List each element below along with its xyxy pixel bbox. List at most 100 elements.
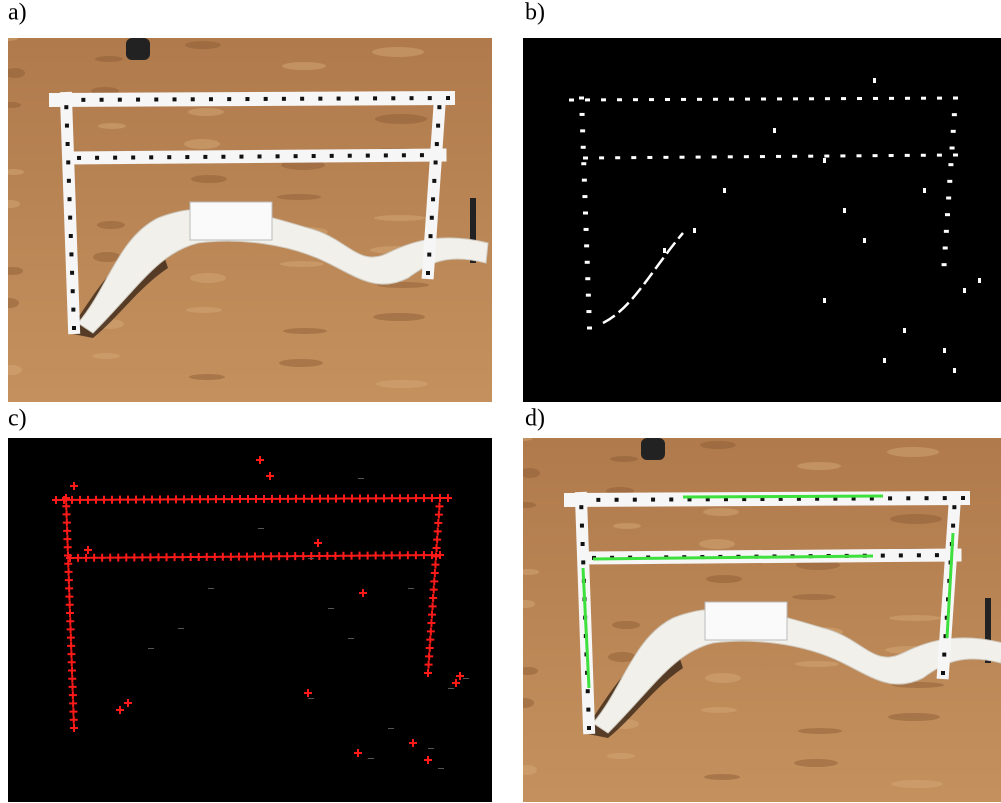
ruler-tick	[68, 216, 72, 220]
scene	[513, 435, 1001, 802]
edge-dot	[584, 244, 589, 247]
ruler-tick	[64, 105, 68, 109]
edge-dot	[945, 213, 950, 216]
edge-dot	[776, 155, 781, 158]
ruler-tick	[437, 105, 441, 109]
ruler-tick	[899, 553, 903, 557]
edge-dot	[617, 98, 622, 101]
edge-dot	[843, 208, 846, 213]
edge-dot	[883, 358, 886, 363]
ruler-tick	[95, 156, 99, 160]
edge-dot	[728, 155, 733, 158]
faint-edge	[258, 528, 264, 529]
edge-dot	[586, 310, 591, 313]
ruler-tick	[264, 97, 268, 101]
clod	[1, 102, 21, 108]
edge-dot	[761, 98, 766, 101]
edge-dot	[905, 154, 910, 157]
ruler-tick	[185, 155, 189, 159]
ruler-tick	[318, 97, 322, 101]
clod	[373, 313, 425, 321]
edge-dot	[760, 155, 765, 158]
edge-dot	[581, 162, 586, 165]
edge-dot	[581, 146, 586, 149]
clod	[519, 569, 539, 575]
faint-edge	[448, 688, 454, 689]
clod	[890, 514, 942, 524]
ruler-tick	[579, 505, 583, 509]
ruler-tick	[432, 179, 436, 183]
clod	[792, 594, 836, 600]
ruler-tick	[935, 553, 939, 557]
page: a) b) c) d) (() => { const data = JSON.p…	[0, 0, 1001, 803]
edge-dot	[777, 97, 782, 100]
clod	[889, 615, 941, 621]
ruler-tick	[77, 156, 81, 160]
edge-dot	[580, 129, 585, 132]
ruler-tick	[906, 496, 910, 500]
ruler-tick	[68, 197, 72, 201]
edge-dot	[712, 155, 717, 158]
clod	[189, 374, 225, 380]
faint-edge	[463, 678, 469, 679]
panel-label: a)	[8, 0, 27, 26]
clod	[703, 508, 739, 516]
edge-dot	[943, 348, 946, 353]
ruler-tick	[330, 154, 334, 158]
ruler-tick	[446, 96, 450, 100]
edge-dot	[744, 155, 749, 158]
edge-dot	[580, 113, 585, 116]
card	[705, 602, 787, 640]
ruler-tick	[71, 289, 75, 293]
edge-dot	[585, 261, 590, 264]
edge-dot	[693, 228, 696, 233]
ruler-tick	[118, 98, 122, 102]
ruler-tick	[943, 496, 947, 500]
clod	[700, 441, 736, 449]
edge-dot	[863, 238, 866, 243]
ruler-tick	[669, 497, 673, 501]
faint-edge	[148, 648, 154, 649]
edge-dot	[583, 157, 588, 160]
edge-dot	[946, 197, 951, 200]
edge-dot	[947, 180, 952, 183]
ruler-tick	[420, 153, 424, 157]
ruler-tick	[69, 252, 73, 256]
photo	[513, 435, 1001, 802]
faint-edge	[308, 558, 314, 559]
ruler-tick	[67, 179, 71, 183]
edge-dot	[792, 155, 797, 158]
edge-dot	[978, 278, 981, 283]
ruler-tick	[100, 98, 104, 102]
edge-dot	[615, 156, 620, 159]
clod	[3, 267, 23, 275]
background	[8, 438, 492, 802]
ruler-tick	[430, 216, 434, 220]
stake	[641, 438, 665, 460]
ruler-tick	[410, 96, 414, 100]
edge-dot	[585, 277, 590, 280]
ruler-tick	[633, 498, 637, 502]
clod	[190, 273, 226, 283]
edge-dot	[729, 98, 734, 101]
edge-dot	[937, 97, 942, 100]
edge-dot	[948, 163, 953, 166]
ruler-tick	[428, 96, 432, 100]
ruler-tick	[65, 124, 69, 128]
edge-dot	[793, 97, 798, 100]
ruler	[56, 98, 448, 100]
ruler-tick	[651, 498, 655, 502]
ruler-tick	[596, 498, 600, 502]
detected-line	[683, 496, 883, 497]
clod	[184, 139, 220, 149]
edge-dot	[599, 156, 604, 159]
ruler-tick	[355, 96, 359, 100]
edge-dot	[943, 247, 948, 250]
clod	[891, 780, 943, 788]
ruler-tick	[435, 142, 439, 146]
faint-edge	[428, 748, 434, 749]
edge-dot	[857, 97, 862, 100]
ruler-tick	[366, 154, 370, 158]
clod	[280, 261, 324, 267]
clod	[699, 539, 735, 549]
